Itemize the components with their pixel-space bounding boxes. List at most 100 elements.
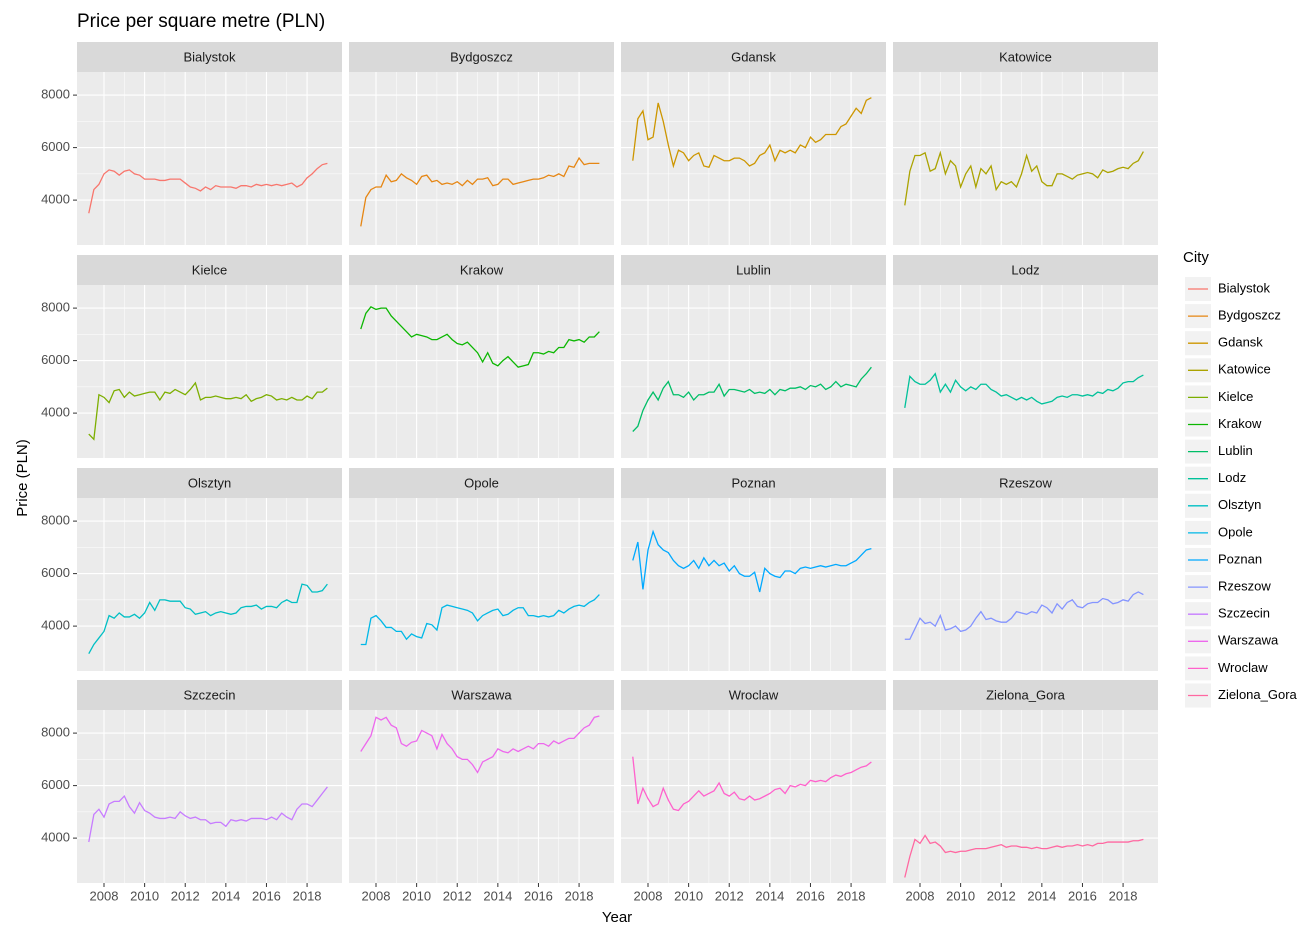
x-tick-label: 2018 [1109, 888, 1138, 903]
line [360, 305, 600, 368]
strip [893, 42, 1158, 72]
line [632, 529, 872, 593]
line [904, 834, 1144, 878]
line [88, 583, 328, 654]
y-tick-label: 8000 [41, 513, 70, 528]
legend-label: Gdansk [1218, 335, 1263, 350]
x-tick-label: 2016 [252, 888, 281, 903]
strip-label: Kielce [192, 262, 227, 277]
panel-background [621, 72, 886, 245]
line [632, 366, 872, 432]
strip [893, 255, 1158, 285]
strip-label: Lublin [736, 262, 771, 277]
x-tick-label: 2010 [130, 888, 159, 903]
y-tick-label: 4000 [41, 192, 70, 207]
strip [349, 42, 614, 72]
legend-label: Zielona_Gora [1218, 687, 1298, 702]
strip-label: Warszawa [451, 687, 512, 702]
strip-label: Olsztyn [188, 475, 231, 490]
panel-background [77, 72, 342, 245]
x-tick-label: 2012 [171, 888, 200, 903]
x-tick-label: 2014 [755, 888, 784, 903]
x-tick-label: 2018 [837, 888, 866, 903]
legend-label: Olsztyn [1218, 497, 1261, 512]
line [88, 162, 328, 214]
line [904, 591, 1144, 640]
x-tick-label: 2012 [443, 888, 472, 903]
chart-title: Price per square metre (PLN) [77, 11, 325, 32]
strip [893, 468, 1158, 498]
strip [349, 255, 614, 285]
panel-background [621, 710, 886, 883]
legend-label: Wroclaw [1218, 660, 1268, 675]
y-tick-label: 8000 [41, 725, 70, 740]
panel-background [349, 710, 614, 883]
strip-label: Opole [464, 475, 499, 490]
x-tick-label: 2016 [1068, 888, 1097, 903]
legend-label: Szczecin [1218, 606, 1270, 621]
legend-label: Rzeszow [1218, 579, 1271, 594]
legend-label: Bialystok [1218, 280, 1271, 295]
strip [77, 255, 342, 285]
panel-background [621, 285, 886, 458]
y-tick-label: 4000 [41, 405, 70, 420]
legend-label: Krakow [1218, 416, 1262, 431]
panel-background [349, 72, 614, 245]
panel-background [349, 285, 614, 458]
x-tick-label: 2012 [987, 888, 1016, 903]
line [360, 715, 600, 774]
x-tick-label: 2010 [402, 888, 431, 903]
strip-label: Bydgoszcz [450, 49, 513, 64]
strip [621, 42, 886, 72]
line [88, 381, 328, 441]
legend-label: Lodz [1218, 470, 1246, 485]
legend-label: Warszawa [1218, 633, 1279, 648]
x-tick-label: 2012 [715, 888, 744, 903]
legend-label: Poznan [1218, 551, 1262, 566]
strip-label: Bialystok [183, 49, 236, 64]
legend-label: Opole [1218, 524, 1253, 539]
x-tick-label: 2008 [362, 888, 391, 903]
strip [349, 680, 614, 710]
x-tick-label: 2016 [524, 888, 553, 903]
line [632, 97, 872, 169]
strip-label: Gdansk [731, 49, 776, 64]
x-tick-label: 2018 [293, 888, 322, 903]
line [904, 150, 1144, 206]
panel-background [893, 285, 1158, 458]
x-tick-label: 2008 [634, 888, 663, 903]
x-tick-label: 2010 [674, 888, 703, 903]
strip [621, 468, 886, 498]
y-tick-label: 6000 [41, 352, 70, 367]
legend-label: Katowice [1218, 362, 1271, 377]
strip [77, 42, 342, 72]
strip [77, 468, 342, 498]
strip [621, 680, 886, 710]
strip-label: Krakow [460, 262, 504, 277]
legend-label: Bydgoszcz [1218, 308, 1281, 323]
legend-title: City [1183, 249, 1209, 266]
y-tick-label: 6000 [41, 777, 70, 792]
x-tick-label: 2008 [906, 888, 935, 903]
strip-label: Poznan [731, 475, 775, 490]
panel-background [77, 710, 342, 883]
line [632, 756, 872, 812]
line [904, 372, 1144, 408]
x-tick-label: 2018 [565, 888, 594, 903]
x-axis-label: Year [602, 909, 632, 926]
x-tick-label: 2014 [211, 888, 240, 903]
y-tick-label: 6000 [41, 565, 70, 580]
y-axis-label: Price (PLN) [14, 439, 31, 517]
strip-label: Rzeszow [999, 475, 1052, 490]
strip [621, 255, 886, 285]
y-tick-label: 8000 [41, 87, 70, 102]
strip [77, 680, 342, 710]
strip-label: Katowice [999, 49, 1052, 64]
line [360, 156, 600, 227]
panel-background [349, 498, 614, 671]
y-tick-label: 4000 [41, 618, 70, 633]
strip-label: Lodz [1011, 262, 1039, 277]
strip-label: Zielona_Gora [986, 687, 1066, 702]
